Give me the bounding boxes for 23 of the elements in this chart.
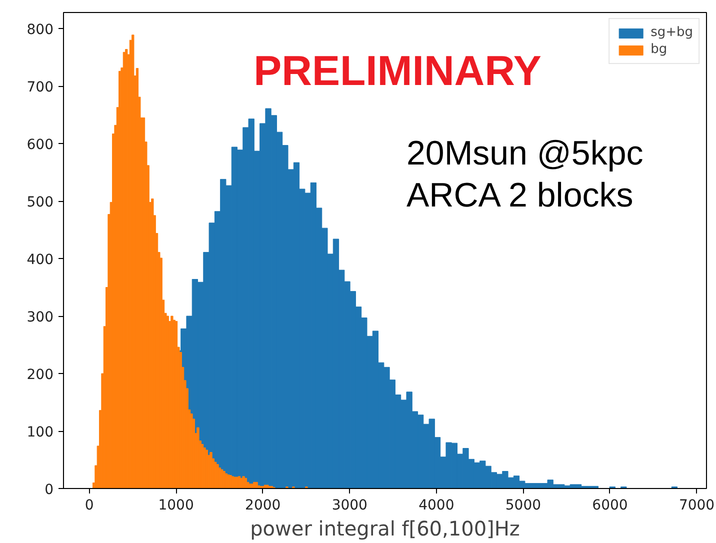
x-tick-label: 6000 — [592, 498, 628, 514]
x-tick-label: 3000 — [332, 498, 368, 514]
y-tick-label: 500 — [26, 194, 54, 211]
y-tick-label: 700 — [26, 80, 54, 96]
x-tick-label: 5000 — [505, 498, 542, 514]
x-tick-label: 0 — [84, 498, 94, 514]
legend-label: sg+bg — [650, 25, 693, 40]
x-tick-label: 4000 — [418, 498, 454, 514]
annotation: 20Msun @5kpc — [406, 134, 644, 172]
x-tick-label: 1000 — [158, 498, 194, 514]
x-axis-title: power integral f[60,100]Hz — [250, 516, 520, 540]
y-tick-label: 100 — [26, 424, 54, 441]
x-tick-label: 7000 — [678, 498, 715, 514]
y-tick-label: 0 — [44, 482, 54, 498]
annotation: ARCA 2 blocks — [406, 176, 634, 214]
y-tick-label: 600 — [26, 137, 54, 154]
y-tick-label: 400 — [26, 252, 54, 268]
y-tick-label: 800 — [26, 22, 54, 38]
legend-label: bg — [650, 42, 668, 57]
x-tick-label: 2000 — [245, 498, 281, 514]
y-tick-label: 200 — [26, 367, 54, 384]
y-tick-label: 300 — [26, 310, 54, 326]
annotation: PRELIMINARY — [254, 47, 542, 94]
